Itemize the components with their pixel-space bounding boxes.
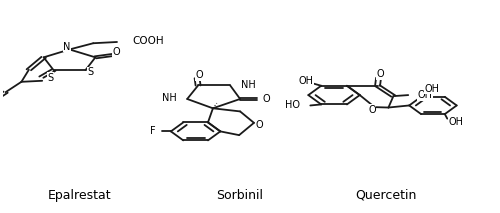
Text: N: N [64,42,70,52]
Text: OH: OH [424,84,440,94]
Text: OH: OH [299,76,314,86]
Text: O: O [255,120,262,130]
Text: O: O [113,47,120,57]
Text: O: O [262,94,270,104]
Text: S: S [47,73,54,83]
Text: O: O [376,69,384,79]
Text: S: S [88,67,94,77]
Text: NH: NH [162,93,176,103]
Text: NH: NH [241,80,256,90]
Text: O: O [196,70,203,80]
Text: OH: OH [448,117,464,127]
Text: HO: HO [286,101,300,111]
Text: Epalrestat: Epalrestat [48,189,111,202]
Text: OH: OH [417,90,432,100]
Text: F: F [150,126,156,136]
Text: O: O [368,105,376,115]
Text: Sorbinil: Sorbinil [216,189,264,202]
Text: COOH: COOH [133,36,164,46]
Text: Quercetin: Quercetin [356,189,416,202]
